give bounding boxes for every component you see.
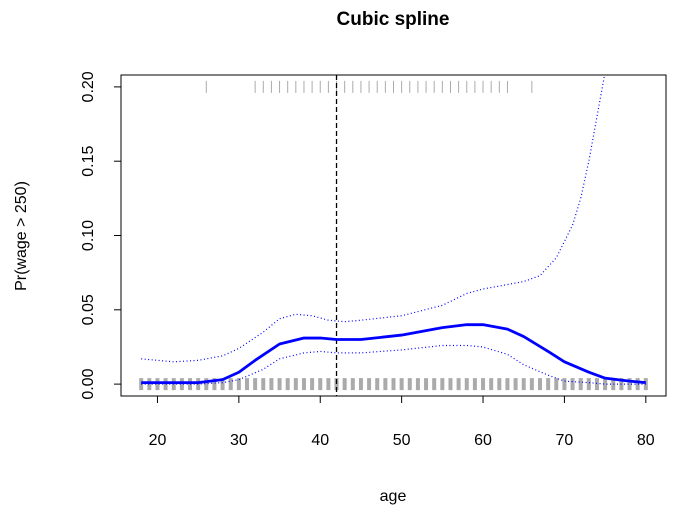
x-tick-label: 30 xyxy=(230,432,248,449)
y-tick-label: 0.10 xyxy=(80,220,97,251)
plot-area xyxy=(139,75,648,396)
chart-title: Cubic spline xyxy=(337,9,450,30)
plot-box xyxy=(120,74,667,397)
x-axis-label: age xyxy=(380,488,407,505)
y-tick-label: 0.05 xyxy=(80,294,97,325)
x-tick-label: 50 xyxy=(393,432,411,449)
x-tick-label: 20 xyxy=(149,432,167,449)
x-tick-label: 60 xyxy=(474,432,492,449)
y-tick-label: 0.20 xyxy=(80,71,97,102)
confidence-band xyxy=(141,344,646,385)
y-tick-label: 0.15 xyxy=(80,146,97,177)
y-axis-label: Pr(wage > 250) xyxy=(13,181,30,291)
fit-line xyxy=(141,323,646,385)
y-tick-label: 0.00 xyxy=(80,368,97,399)
confidence-band xyxy=(141,75,606,363)
x-tick-label: 70 xyxy=(556,432,574,449)
x-tick-label: 40 xyxy=(311,432,329,449)
x-tick-label: 80 xyxy=(637,432,655,449)
